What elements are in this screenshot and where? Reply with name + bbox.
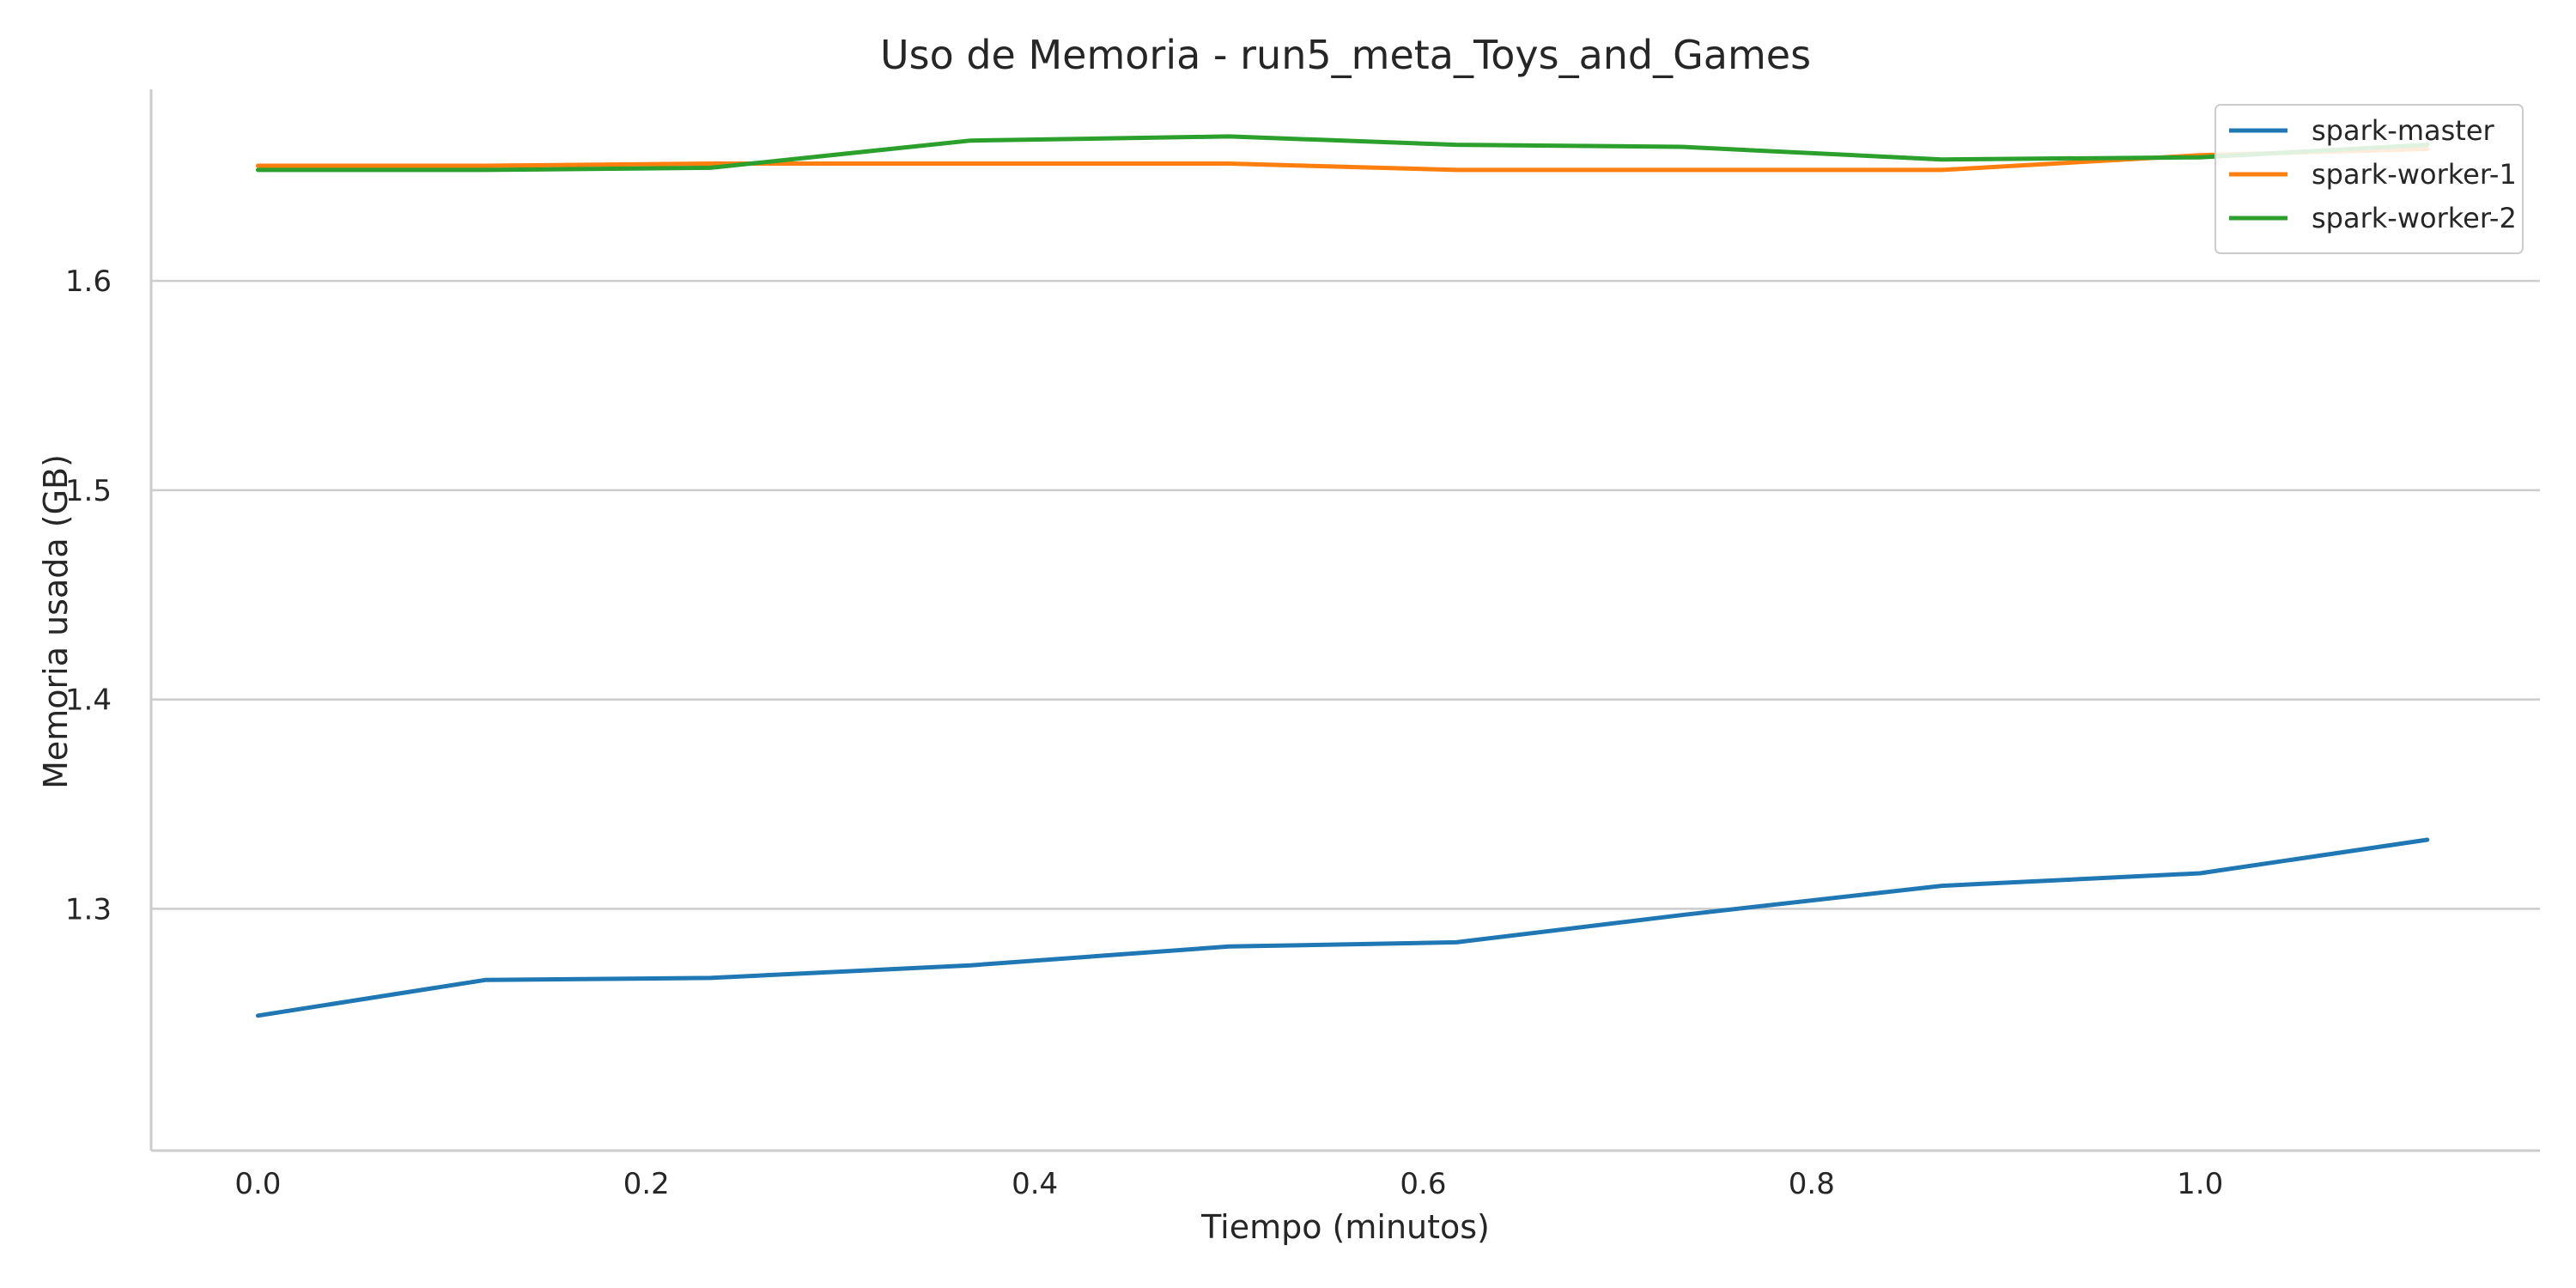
axes xyxy=(149,89,2540,1152)
x-tick-label: 0.0 xyxy=(234,1167,281,1201)
x-tick-label: 0.4 xyxy=(1012,1167,1058,1201)
y-tick-label: 1.4 xyxy=(65,683,112,718)
gridlines xyxy=(151,279,2540,910)
legend-label-spark-worker-2: spark-worker-2 xyxy=(2312,202,2517,234)
legend-label-spark-worker-1: spark-worker-1 xyxy=(2312,158,2517,191)
series-line-spark-worker-1 xyxy=(255,147,2430,173)
y-axis-ticks: 1.3 1.4 1.5 1.6 xyxy=(65,264,112,927)
series-lines xyxy=(255,134,2430,1018)
y-tick-label: 1.5 xyxy=(65,474,112,508)
x-tick-label: 0.2 xyxy=(623,1167,670,1201)
series-line-spark-master xyxy=(255,837,2430,1018)
x-tick-label: 0.6 xyxy=(1400,1167,1446,1201)
x-tick-label: 0.8 xyxy=(1789,1167,1835,1201)
y-tick-label: 1.3 xyxy=(65,892,112,927)
y-tick-label: 1.6 xyxy=(65,264,112,299)
legend: spark-master spark-worker-1 spark-worker-2 xyxy=(2215,104,2524,254)
chart-title: Uso de Memoria - run5_meta_Toys_and_Game… xyxy=(880,32,1811,78)
legend-box xyxy=(2215,104,2524,254)
series-line-spark-worker-2 xyxy=(255,134,2430,173)
y-axis-title: Memoria usada (GB) xyxy=(37,454,75,789)
x-axis-title: Tiempo (minutos) xyxy=(1200,1208,1490,1246)
x-axis-ticks: 0.0 0.2 0.4 0.6 0.8 1.0 xyxy=(234,1167,2223,1201)
legend-label-spark-master: spark-master xyxy=(2312,114,2495,147)
x-tick-label: 1.0 xyxy=(2177,1167,2223,1201)
